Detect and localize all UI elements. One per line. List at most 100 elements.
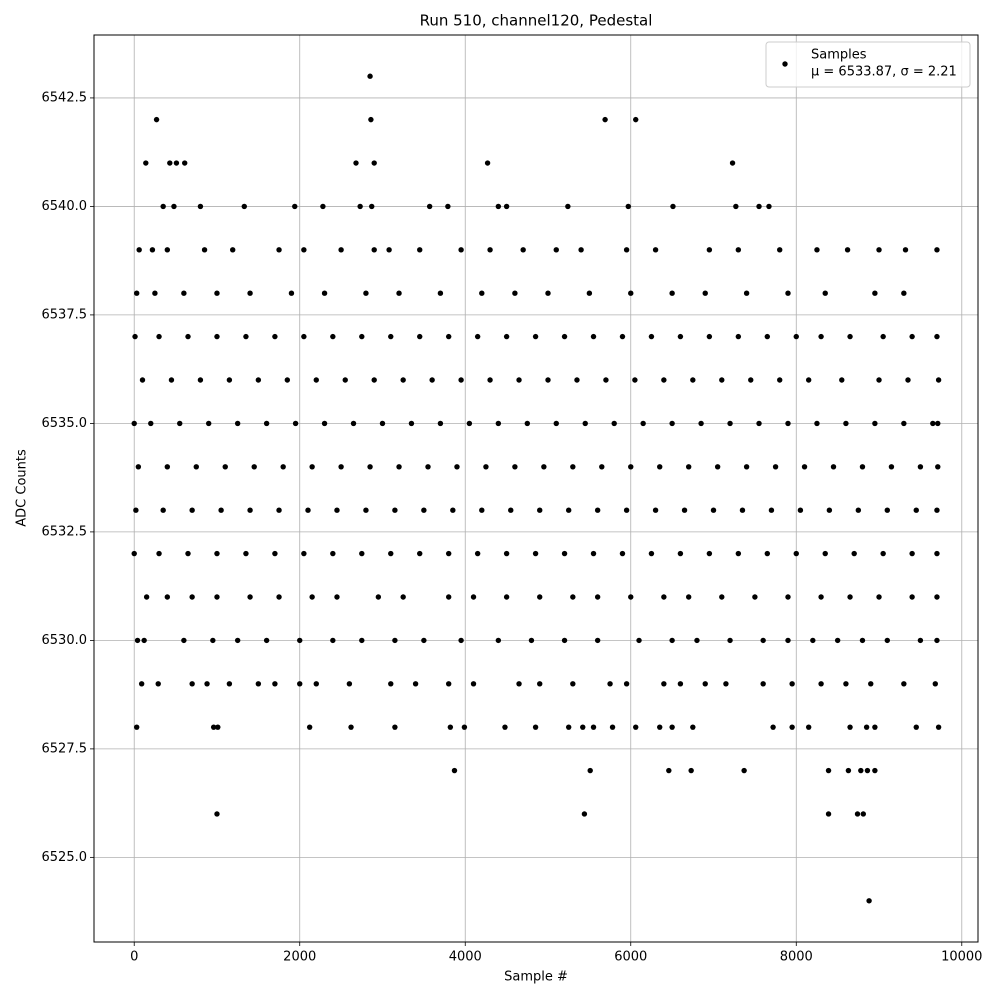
- point: [623, 681, 630, 687]
- point: [168, 377, 175, 383]
- point: [611, 420, 617, 427]
- point: [565, 203, 571, 210]
- point: [934, 333, 940, 340]
- point: [181, 637, 187, 644]
- point: [574, 377, 580, 383]
- point: [309, 464, 315, 470]
- point: [561, 550, 568, 557]
- point: [371, 247, 377, 253]
- point: [876, 594, 882, 600]
- point: [609, 724, 616, 730]
- point: [396, 464, 402, 470]
- point: [528, 637, 535, 644]
- point: [570, 681, 576, 687]
- point: [756, 420, 762, 427]
- point: [160, 507, 166, 513]
- point: [426, 203, 433, 210]
- point: [855, 507, 862, 513]
- point: [177, 420, 183, 427]
- y-tick-label: 6527.5: [42, 741, 88, 756]
- point: [247, 507, 253, 513]
- point: [229, 247, 236, 253]
- y-tick-label: 6540.0: [42, 199, 88, 214]
- point: [359, 333, 365, 340]
- points: [131, 73, 942, 904]
- point: [334, 594, 340, 600]
- point: [437, 420, 444, 427]
- point: [648, 333, 655, 340]
- point: [847, 594, 853, 600]
- legend-label: Samples: [811, 48, 867, 63]
- point: [388, 333, 394, 340]
- point: [863, 724, 870, 730]
- point: [164, 464, 171, 470]
- point: [272, 681, 278, 687]
- point: [669, 420, 675, 427]
- point: [218, 507, 224, 513]
- point: [793, 333, 799, 340]
- x-axis-label: Sample #: [504, 970, 568, 985]
- point: [447, 724, 454, 730]
- point: [388, 681, 394, 687]
- point: [495, 420, 502, 427]
- point: [934, 247, 940, 253]
- point: [255, 377, 262, 383]
- point: [392, 724, 398, 730]
- point: [392, 637, 398, 644]
- point: [866, 898, 872, 904]
- point: [625, 203, 631, 210]
- point: [164, 594, 171, 600]
- point: [553, 247, 559, 253]
- point: [934, 594, 940, 600]
- point: [450, 507, 456, 513]
- point: [276, 247, 282, 253]
- point: [133, 507, 139, 513]
- point: [909, 333, 915, 340]
- point: [858, 767, 864, 774]
- point: [210, 724, 217, 730]
- point: [677, 333, 684, 340]
- point: [652, 247, 659, 253]
- point: [797, 507, 804, 513]
- point: [408, 420, 415, 427]
- point: [818, 681, 824, 687]
- point: [412, 681, 419, 687]
- point: [301, 550, 307, 557]
- point: [524, 420, 531, 427]
- point: [222, 464, 228, 470]
- point: [276, 507, 282, 513]
- point: [417, 247, 423, 253]
- point: [241, 203, 247, 210]
- point: [710, 507, 717, 513]
- point: [669, 290, 675, 296]
- point: [545, 377, 551, 383]
- point: [764, 550, 771, 557]
- point: [181, 290, 187, 296]
- point: [935, 377, 942, 383]
- point: [843, 420, 849, 427]
- point: [338, 464, 344, 470]
- point: [633, 724, 639, 730]
- point: [909, 594, 915, 600]
- point: [666, 767, 672, 774]
- point: [445, 594, 452, 600]
- y-tick-label: 6542.5: [42, 90, 88, 105]
- point: [578, 247, 584, 253]
- point: [155, 681, 161, 687]
- x-tick-label: 2000: [283, 950, 316, 965]
- point: [570, 464, 576, 470]
- point: [388, 550, 394, 557]
- point: [357, 203, 363, 210]
- legend: Samples μ = 6533.87, σ = 2.21: [765, 41, 971, 88]
- legend-marker: [782, 61, 788, 67]
- point: [363, 507, 369, 513]
- point: [902, 247, 909, 253]
- point: [847, 724, 853, 730]
- y-tick-label: 6525.0: [42, 850, 88, 865]
- point: [719, 377, 725, 383]
- point: [537, 594, 543, 600]
- point: [156, 550, 162, 557]
- point: [872, 724, 878, 730]
- point: [632, 377, 638, 383]
- point: [479, 290, 485, 296]
